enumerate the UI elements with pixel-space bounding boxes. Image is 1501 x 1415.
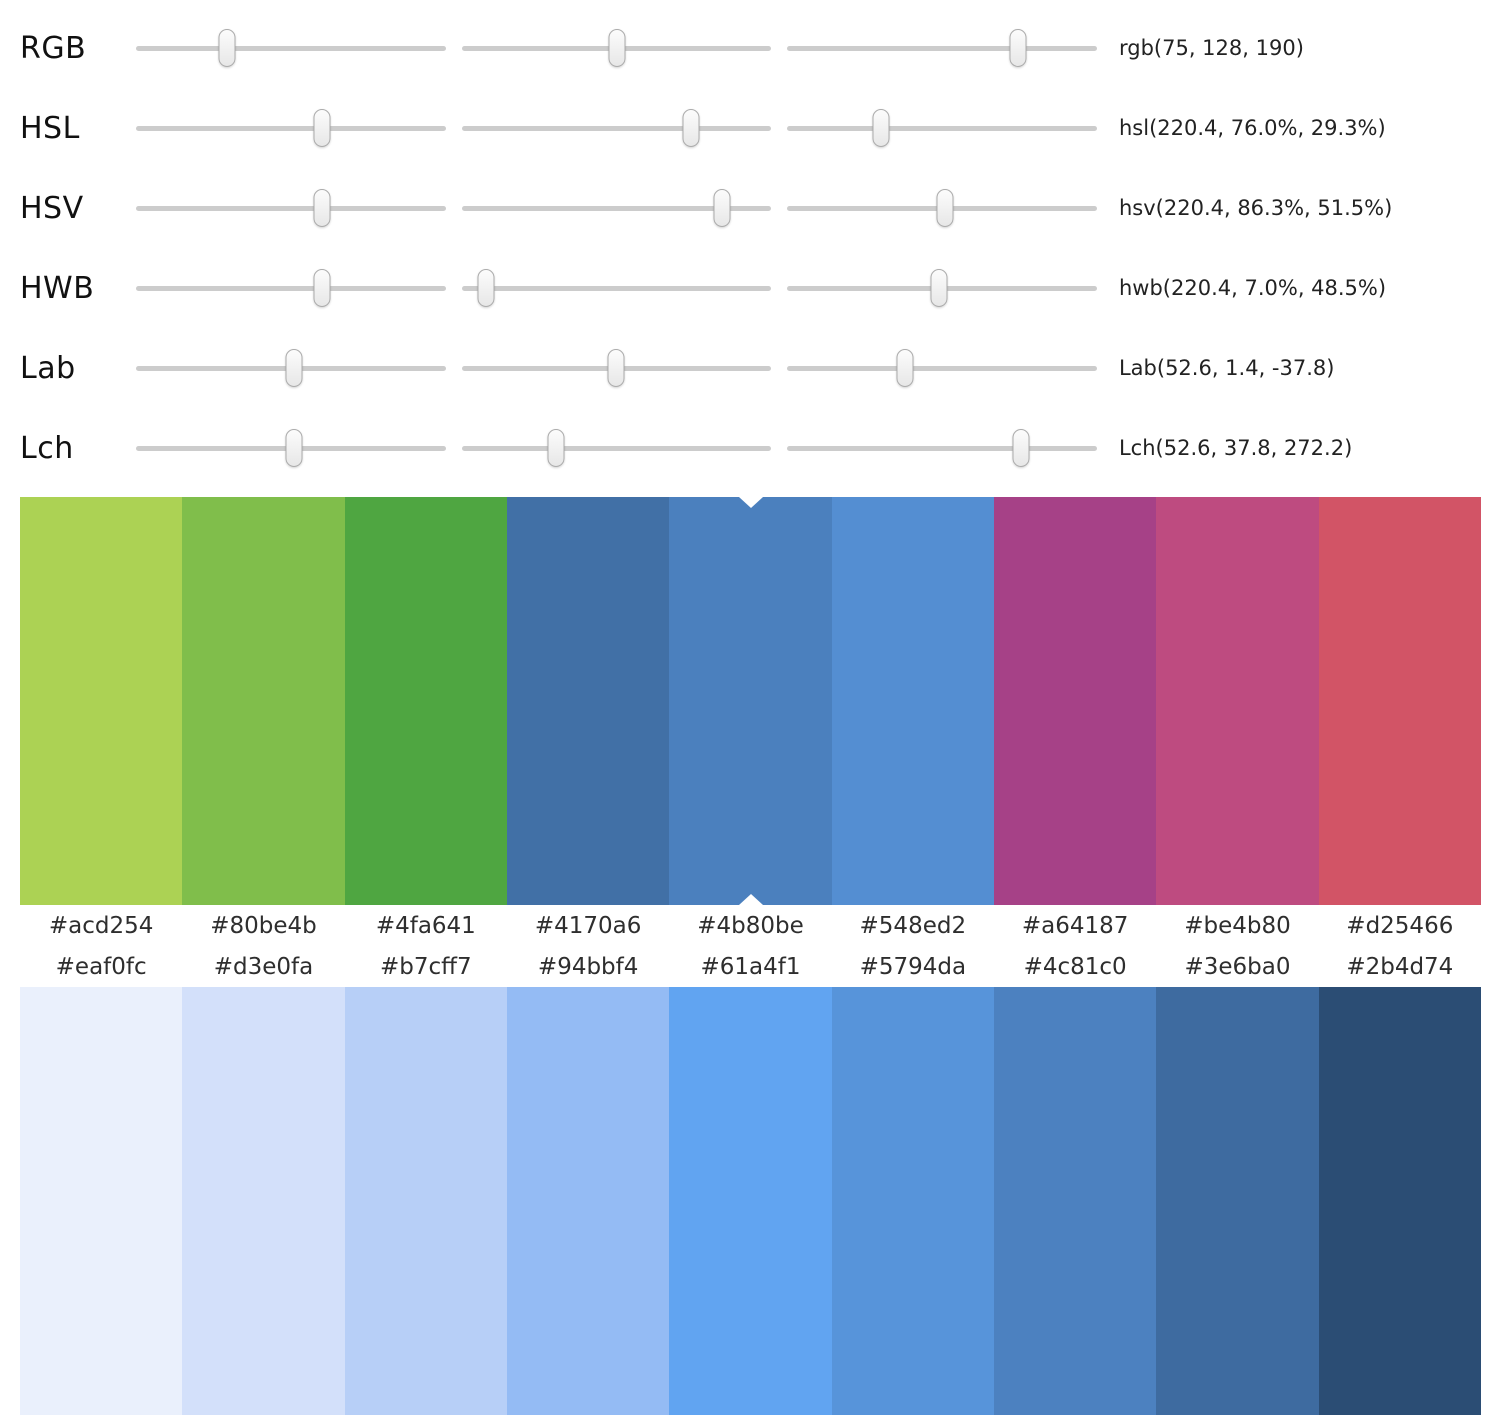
color-model-label: Lab bbox=[20, 350, 76, 386]
color-model-label: HWB bbox=[20, 270, 95, 306]
slider-track[interactable] bbox=[136, 29, 446, 67]
slider-thumb[interactable] bbox=[313, 269, 331, 307]
slider-track[interactable] bbox=[787, 269, 1097, 307]
slider-thumb[interactable] bbox=[682, 109, 700, 147]
hex-code-label: #4b80be bbox=[697, 913, 804, 939]
hex-code-label: #94bbf4 bbox=[537, 954, 639, 980]
slider-track[interactable] bbox=[461, 109, 772, 147]
slider-row: HSL hsl(220.4, 76.0%, 29.3%) bbox=[20, 88, 1481, 168]
slider-track[interactable] bbox=[136, 109, 446, 147]
slider-thumb[interactable] bbox=[477, 269, 495, 307]
color-swatch[interactable] bbox=[993, 987, 1157, 1415]
hex-code-label: #eaf0fc bbox=[55, 954, 147, 980]
hex-code-label: #4c81c0 bbox=[1023, 954, 1127, 980]
hex-code-label: #acd254 bbox=[48, 913, 154, 939]
slider-thumb[interactable] bbox=[936, 189, 954, 227]
color-value-text: hsl(220.4, 76.0%, 29.3%) bbox=[1118, 116, 1386, 140]
color-model-label: HSL bbox=[20, 110, 80, 146]
color-swatch[interactable] bbox=[993, 497, 1157, 905]
slider-thumb[interactable] bbox=[1009, 29, 1027, 67]
color-swatch[interactable] bbox=[20, 987, 183, 1415]
color-swatch[interactable] bbox=[506, 497, 670, 905]
color-swatch[interactable] bbox=[182, 987, 345, 1415]
slider-thumb[interactable] bbox=[896, 349, 914, 387]
slider-track[interactable] bbox=[136, 349, 446, 387]
slider-row: HWB hwb(220.4, 7.0%, 48.5%) bbox=[20, 248, 1481, 328]
slider-track[interactable] bbox=[461, 29, 772, 67]
slider-thumb[interactable] bbox=[607, 349, 625, 387]
color-value-text: hsv(220.4, 86.3%, 51.5%) bbox=[1118, 196, 1393, 220]
slider-thumb[interactable] bbox=[872, 109, 890, 147]
color-swatch[interactable] bbox=[344, 987, 507, 1415]
color-value-text: Lab(52.6, 1.4, -37.8) bbox=[1118, 356, 1335, 380]
hex-code-label: #2b4d74 bbox=[1346, 954, 1454, 980]
hex-code-label: #548ed2 bbox=[859, 913, 967, 939]
color-swatch[interactable] bbox=[1318, 497, 1481, 905]
color-value-text: rgb(75, 128, 190) bbox=[1118, 36, 1304, 60]
slider-thumb[interactable] bbox=[608, 29, 626, 67]
slider-track[interactable] bbox=[136, 189, 446, 227]
hex-code-label: #d25466 bbox=[1346, 913, 1454, 939]
color-model-label: Lch bbox=[20, 430, 74, 466]
color-swatch[interactable] bbox=[344, 497, 507, 905]
slider-track[interactable] bbox=[461, 189, 772, 227]
color-swatch[interactable] bbox=[1318, 987, 1481, 1415]
color-value-text: Lch(52.6, 37.8, 272.2) bbox=[1118, 436, 1353, 460]
color-swatch[interactable] bbox=[506, 987, 670, 1415]
color-model-label: RGB bbox=[20, 30, 87, 66]
slider-thumb[interactable] bbox=[218, 29, 236, 67]
palette-main-hex-labels: #acd254 #80be4b #4fa641 #4170a6 #4b80be #548e… bbox=[20, 905, 1481, 949]
palette-main bbox=[20, 497, 1481, 905]
slider-thumb[interactable] bbox=[713, 189, 731, 227]
palette-scale bbox=[20, 987, 1481, 1415]
slider-track[interactable] bbox=[461, 429, 772, 467]
color-model-label: HSV bbox=[20, 190, 84, 226]
slider-thumb[interactable] bbox=[285, 429, 303, 467]
slider-thumb[interactable] bbox=[930, 269, 948, 307]
slider-track[interactable] bbox=[787, 109, 1097, 147]
slider-track[interactable] bbox=[787, 349, 1097, 387]
hex-code-label: #5794da bbox=[859, 954, 967, 980]
hex-code-label: #4170a6 bbox=[534, 913, 642, 939]
slider-thumb[interactable] bbox=[313, 189, 331, 227]
slider-row: HSV hsv(220.4, 86.3%, 51.5%) bbox=[20, 168, 1481, 248]
hex-code-label: #4fa641 bbox=[375, 913, 476, 939]
slider-track[interactable] bbox=[136, 269, 446, 307]
color-swatch[interactable] bbox=[182, 497, 345, 905]
color-swatch[interactable] bbox=[1156, 987, 1319, 1415]
slider-row: Lab Lab(52.6, 1.4, -37.8) bbox=[20, 328, 1481, 408]
slider-thumb[interactable] bbox=[285, 349, 303, 387]
slider-track[interactable] bbox=[787, 29, 1097, 67]
slider-track[interactable] bbox=[136, 429, 446, 467]
slider-track[interactable] bbox=[787, 429, 1097, 467]
hex-code-label: #be4b80 bbox=[1184, 913, 1291, 939]
slider-thumb[interactable] bbox=[1012, 429, 1030, 467]
slider-row: Lch Lch(52.6, 37.8, 272.2) bbox=[20, 408, 1481, 488]
hex-code-label: #3e6ba0 bbox=[1184, 954, 1291, 980]
color-swatch[interactable] bbox=[831, 497, 994, 905]
slider-track[interactable] bbox=[461, 269, 772, 307]
slider-thumb[interactable] bbox=[313, 109, 331, 147]
color-swatch[interactable] bbox=[1156, 497, 1319, 905]
slider-thumb[interactable] bbox=[547, 429, 565, 467]
color-value-text: hwb(220.4, 7.0%, 48.5%) bbox=[1118, 276, 1387, 300]
slider-track[interactable] bbox=[461, 349, 772, 387]
slider-track[interactable] bbox=[787, 189, 1097, 227]
slider-row: RGB rgb(75, 128, 190) bbox=[20, 8, 1481, 88]
slider-panel: RGB rgb(75, 128, 190) HSL hsl(220.4, 76.0%,… bbox=[0, 0, 1501, 488]
color-swatch[interactable] bbox=[669, 497, 832, 905]
hex-code-label: #b7cff7 bbox=[380, 954, 472, 980]
hex-code-label: #d3e0fa bbox=[213, 954, 314, 980]
hex-code-label: #80be4b bbox=[210, 913, 317, 939]
color-swatch[interactable] bbox=[669, 987, 832, 1415]
hex-code-label: #a64187 bbox=[1021, 913, 1129, 939]
palette-scale-hex-labels: #eaf0fc #d3e0fa #b7cff7 #94bbf4 #61a4f1 #5794… bbox=[20, 949, 1481, 987]
color-swatch[interactable] bbox=[20, 497, 183, 905]
color-swatch[interactable] bbox=[831, 987, 994, 1415]
hex-code-label: #61a4f1 bbox=[700, 954, 801, 980]
